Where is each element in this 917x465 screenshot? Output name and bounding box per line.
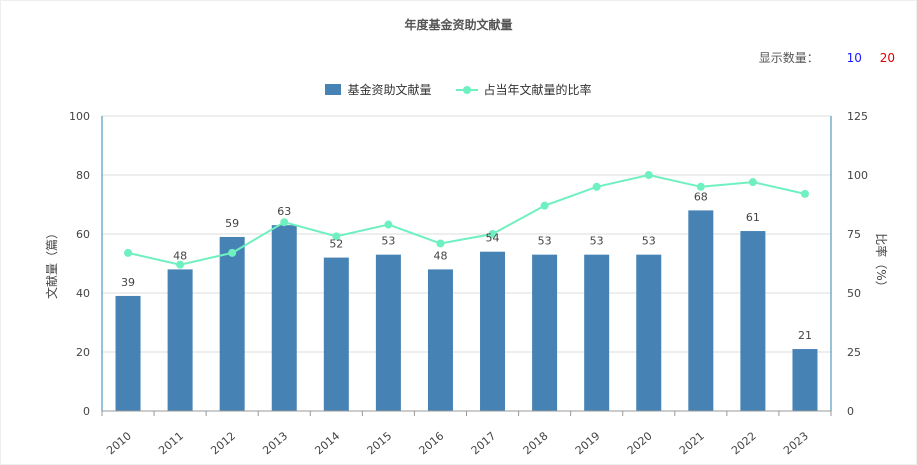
bar [532,254,558,411]
ratio-point [384,220,393,229]
ratio-point [124,248,133,257]
y2-tick-label: 75 [847,228,861,241]
x-tick-label: 2016 [417,429,447,457]
bar-value-label: 59 [225,217,239,230]
x-tick-label: 2013 [260,429,290,457]
ratio-line [127,173,806,266]
bar [792,349,818,411]
x-tick-label: 2012 [208,429,238,457]
y-tick-label: 40 [76,287,90,300]
bar-value-label: 53 [642,235,656,248]
legend-item-line-series[interactable]: 占当年文献量的比率 [455,81,592,98]
y2-axis-title: 比率（%） [874,233,889,292]
line-series [124,171,809,269]
ratio-point [800,189,809,198]
bar [740,231,766,411]
bar [115,295,141,411]
ratio-point [332,232,341,241]
y2-tick-label: 25 [847,346,861,359]
data-labels: 39 48 59 63 52 53 48 54 53 53 53 68 61 21 [121,190,812,342]
bar [480,251,506,411]
legend-line-swatch [455,85,478,94]
bar [584,254,610,411]
x-tick-label: 2017 [469,429,499,457]
y2-tick-label: 100 [847,169,868,182]
display-count-label: 显示数量： [758,51,819,65]
y-tick-label: 0 [83,405,90,418]
y2-tick-label: 50 [847,287,861,300]
ratio-point [176,260,185,269]
bar-value-label: 52 [329,238,343,251]
bar [167,269,193,411]
bar-value-label: 48 [173,249,187,262]
ratio-point [748,178,757,187]
y-tick-label: 60 [76,228,90,241]
x-tick-label: 2019 [573,429,603,457]
legend-bar-swatch [325,84,342,95]
bar-value-label: 53 [538,235,552,248]
x-tick-label: 2011 [156,429,186,457]
chart-title: 年度基金资助文献量 [404,18,513,32]
display-count-selector: 显示数量： 10 20 [759,49,895,66]
ratio-point [696,182,705,191]
x-tick-label: 2014 [312,429,342,457]
bar-series [115,210,818,411]
bar-value-label: 48 [433,249,447,262]
x-tick-label: 2021 [677,429,707,457]
bar [688,210,714,411]
ratio-point [488,230,497,238]
y2-tick-label: 0 [847,405,854,418]
x-tick-label: 2010 [104,429,134,457]
bar-value-label: 53 [590,235,604,248]
display-count-option-20[interactable]: 20 [879,51,895,65]
ratio-point [540,201,549,210]
bar-value-label: 61 [746,211,760,224]
ratio-point [644,171,653,179]
x-tick-label: 2018 [521,429,551,457]
bar-value-label: 53 [381,235,395,248]
x-tick-label: 2023 [781,429,811,457]
bar [219,236,245,411]
bar [375,254,401,411]
legend-line-label: 占当年文献量的比率 [483,83,592,97]
ratio-point [592,182,601,191]
y-tick-label: 20 [76,346,90,359]
bar [636,254,662,411]
bar [323,257,349,411]
chart-legend: 基金资助文献量 占当年文献量的比率 [0,81,917,98]
bar-value-label: 63 [277,205,291,218]
bar-value-label: 21 [798,329,812,342]
bar-value-label: 54 [486,232,500,245]
y-tick-label: 80 [76,169,90,182]
legend-item-bar-series[interactable]: 基金资助文献量 [325,81,432,98]
ratio-point [436,239,445,248]
x-tick-label: 2022 [729,429,759,457]
bar-value-label: 39 [121,276,135,289]
y-axis-title: 文献量（篇） [44,227,59,299]
bar-value-label: 68 [694,190,708,203]
ratio-point [280,218,289,227]
x-tick-label: 2020 [625,429,655,457]
bar [271,225,297,411]
x-tick-label: 2015 [365,429,395,457]
y2-tick-label: 125 [847,110,868,123]
bar [427,269,453,411]
y-tick-label: 100 [69,110,90,123]
grid-lines [102,115,831,353]
ratio-point [228,248,237,257]
display-count-option-10[interactable]: 10 [846,51,862,65]
legend-bar-label: 基金资助文献量 [347,83,432,97]
